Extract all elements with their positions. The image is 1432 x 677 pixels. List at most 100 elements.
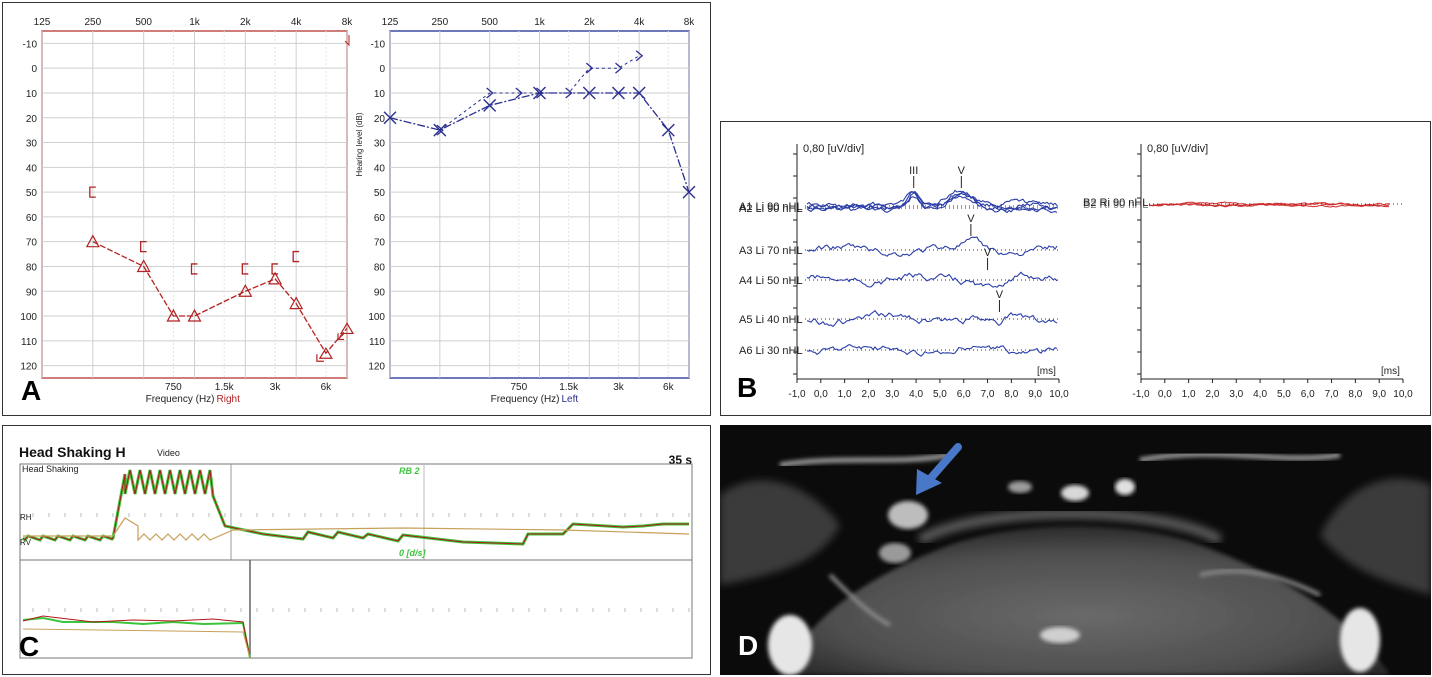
y-tick-label: 0: [379, 64, 385, 75]
data-point-triangle: [136, 259, 151, 273]
x-tick-label: 9,0: [1028, 389, 1042, 400]
abr-trace-left: [806, 271, 1058, 288]
abr-trace-left: [806, 190, 1058, 210]
trace-label-overlay: B2 Ri 90 nHL: [1083, 199, 1148, 211]
abr-trace-right: [1148, 201, 1390, 207]
panel-a-audiogram: -10 0 10 20 30 40 50 60 70 80 90 100 110 120 125 250 500…: [2, 2, 711, 416]
y-tick-label: 10: [26, 89, 38, 100]
trace-rv-tan: [23, 517, 690, 542]
data-point-cross: [483, 98, 497, 112]
x-tick-label: 6,0: [957, 389, 971, 400]
head-shaking-title: Head Shaking H: [19, 444, 126, 460]
x-bottom-tick-label: 6k: [663, 382, 675, 393]
y-tick-label: -10: [23, 39, 38, 50]
data-point-chevron: [436, 124, 444, 136]
data-point-cross: [582, 86, 596, 100]
y-tick-label: 100: [368, 312, 385, 323]
data-point-cross: [632, 86, 646, 100]
y-tick-label: 120: [20, 362, 37, 373]
abr-trace-left: [806, 236, 1058, 257]
zero-label: 0 [d/s]: [399, 548, 427, 558]
data-point-triangle: [238, 283, 253, 297]
y-tick-label: 70: [374, 238, 386, 249]
y-tick-label: 50: [26, 188, 38, 199]
side-word: Right: [217, 394, 241, 405]
wave-label: III: [909, 165, 918, 177]
rb-label: RB 2: [399, 466, 420, 476]
x-tick-label: 3,0: [1229, 389, 1243, 400]
x-tick-label: 2,0: [1206, 389, 1220, 400]
frame-mark: [344, 35, 350, 47]
x-tick-label: 6,0: [1301, 389, 1315, 400]
y-tick-label: -10: [371, 39, 386, 50]
trace-label: B2 Ri 90 nHL: [1083, 197, 1148, 209]
trace-label: A4 Li 50 nHL: [739, 275, 803, 287]
data-point-bracket: [241, 263, 249, 275]
lower-trace-box: [19, 559, 693, 659]
y-tick-label: 60: [374, 213, 386, 224]
wave-label: V: [984, 247, 992, 259]
data-point-triangle: [85, 234, 100, 248]
panel-c-head-shaking: Head Shaking H Video 35 s Head Shaking RH RV R…: [2, 425, 711, 675]
x-tick-label: 5,0: [1277, 389, 1291, 400]
y-tick-label: 100: [20, 312, 37, 323]
data-point-triangle: [187, 308, 202, 322]
x-top-tick-label: 1k: [534, 17, 546, 28]
rh-label: RH: [20, 513, 32, 522]
abr-trace-right: [1148, 202, 1390, 208]
x-top-tick-label: 4k: [634, 17, 646, 28]
y-tick-label: 50: [374, 188, 386, 199]
video-label: Video: [157, 448, 180, 458]
data-point-bracket: [292, 250, 300, 263]
rv-label: RV: [20, 538, 32, 547]
abr-trace-left: [806, 192, 1058, 213]
side-word: Left: [562, 394, 579, 405]
x-top-tick-label: 250: [431, 17, 448, 28]
x-top-tick-label: 500: [135, 17, 152, 28]
trace-label: A3 Li 70 nHL: [739, 245, 803, 257]
unit-label: [ms]: [1037, 366, 1056, 377]
data-point-chevron: [565, 87, 573, 99]
data-point-chevron: [585, 62, 594, 74]
y-tick-label: 30: [26, 139, 38, 150]
abr-axes: -1,0 0,0 1,0 2,0 3,0 4,0 5,0 6,0 7,0 8,0 9,0 10,0 0,…: [788, 143, 1069, 400]
y-tick-label: 120: [368, 362, 385, 373]
audiogram-L: -10 0 10 20 30 40 50 60 70 80 90 100 110 120 125 250 500…: [355, 17, 696, 405]
data-point-chevron: [536, 87, 544, 99]
wave-label: V: [958, 165, 966, 177]
data-point-cross: [533, 86, 546, 100]
x-top-tick-label: 250: [84, 17, 101, 28]
data-point-cross: [611, 86, 625, 100]
trace-label: A1 Li 90 nHL: [739, 201, 803, 213]
abr-trace-left: [806, 191, 1058, 214]
panel-b-abr: -1,0 0,0 1,0 2,0 3,0 4,0 5,0 6,0 7,0 8,0 9,0 10,0 0,…: [720, 121, 1431, 416]
trace-rh-red: [22, 469, 689, 545]
x-top-tick-label: 8k: [684, 17, 696, 28]
x-axis-caption: Frequency (Hz): [491, 394, 560, 405]
upper-trace-box: [19, 463, 693, 561]
panel-b-label: B: [737, 372, 758, 403]
data-point-chevron: [486, 87, 494, 99]
data-point-triangle: [166, 308, 181, 322]
x-tick-label: 2,0: [862, 389, 876, 400]
y-axis-caption: Hearing level (dB): [355, 112, 364, 176]
data-point-triangle: [289, 296, 304, 310]
x-top-tick-label: 8k: [342, 17, 354, 28]
x-bottom-tick-label: 6k: [321, 382, 333, 393]
x-tick-label: 10,0: [1393, 389, 1413, 400]
x-top-tick-label: 2k: [584, 17, 596, 28]
head-shaking-label: Head Shaking: [22, 464, 79, 474]
y-tick-label: 40: [374, 163, 386, 174]
y-tick-label: 60: [26, 213, 38, 224]
data-point-no-response-arrow: [337, 333, 345, 341]
x-tick-label: 0,0: [1158, 389, 1172, 400]
x-tick-label: 10,0: [1049, 389, 1069, 400]
x-tick-label: 7,0: [1325, 389, 1339, 400]
x-tick-label: -1,0: [788, 389, 806, 400]
mri-image: [720, 425, 1431, 675]
data-point-chevron: [615, 62, 623, 74]
x-top-tick-label: 1k: [189, 17, 201, 28]
data-point-triangle: [339, 322, 355, 335]
x-bottom-tick-label: 750: [165, 382, 182, 393]
